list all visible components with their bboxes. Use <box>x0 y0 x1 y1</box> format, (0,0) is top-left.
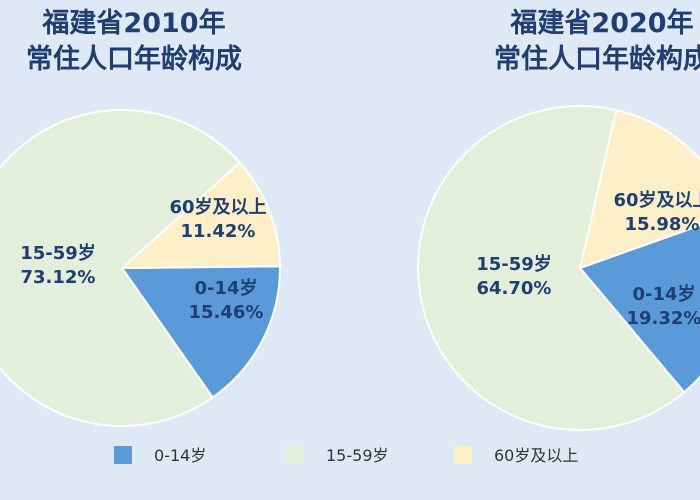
slice-label-2010-age-15-59: 15-59岁 <box>20 242 96 264</box>
chart-title-2020: 福建省2020年 常住人口年龄构成 <box>462 6 700 78</box>
slice-label-2010-age-0-14: 0-14岁 <box>194 277 257 299</box>
pie-chart-2020: 0-14岁 19.32% 60岁及以上 15.98% 15-59岁 64.70% <box>417 105 700 431</box>
pie-slice-2020-age-60-plus <box>578 108 700 270</box>
legend-label-age-15-59: 15-59岁 <box>326 446 389 465</box>
pie-chart-2010: 0-14岁 15.46% 60岁及以上 11.42% 15-59岁 73.12% <box>0 109 282 427</box>
slice-value-2020-age-15-59: 64.70% <box>477 278 552 299</box>
pie-slice-2010-age-0-14 <box>120 265 281 399</box>
legend-label-age-0-14: 0-14岁 <box>154 446 206 465</box>
slice-value-2020-age-60-plus: 15.98% <box>625 214 700 235</box>
slice-label-2010-age-60-plus: 60岁及以上 <box>169 196 266 218</box>
legend-swatch-age-15-59 <box>286 446 304 464</box>
slice-value-2020-age-0-14: 19.32% <box>627 308 700 329</box>
chart-title-2020-line2: 常住人口年龄构成 <box>494 44 700 75</box>
legend-swatch-age-0-14 <box>114 446 132 464</box>
slice-value-2010-age-0-14: 15.46% <box>189 302 264 323</box>
slice-label-2020-age-15-59: 15-59岁 <box>476 253 552 275</box>
pie-slice-2010-age-60-plus <box>119 161 282 270</box>
chart-legend: 0-14岁 15-59岁 60岁及以上 <box>114 446 578 465</box>
chart-title-2010: 福建省2010年 常住人口年龄构成 <box>0 6 268 78</box>
pie-slice-2020-age-0-14 <box>578 224 700 394</box>
legend-swatch-age-60-plus <box>454 446 472 464</box>
pie-slice-2020-age-15-59 <box>417 105 686 431</box>
slice-value-2010-age-15-59: 73.12% <box>21 267 96 288</box>
pie-slice-2010-age-15-59 <box>0 109 242 427</box>
slice-label-2020-age-60-plus: 60岁及以上 <box>613 189 700 211</box>
chart-title-2010-line2: 常住人口年龄构成 <box>26 44 242 75</box>
slice-value-2010-age-60-plus: 11.42% <box>181 221 256 242</box>
chart-title-2010-line1: 福建省2010年 <box>42 8 226 39</box>
legend-label-age-60-plus: 60岁及以上 <box>494 446 578 465</box>
chart-title-2020-line1: 福建省2020年 <box>510 8 694 39</box>
slice-label-2020-age-0-14: 0-14岁 <box>632 283 695 305</box>
